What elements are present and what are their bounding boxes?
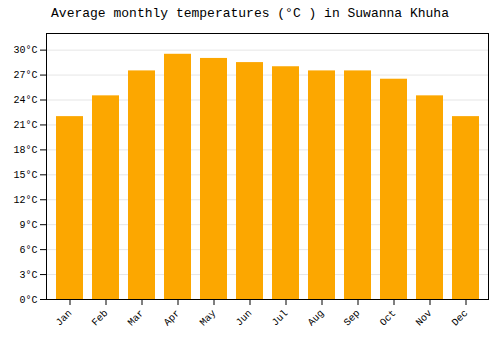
svg-text:30°C: 30°C [13, 45, 37, 56]
svg-text:Apr: Apr [162, 308, 183, 329]
svg-text:15°C: 15°C [13, 170, 37, 181]
svg-text:May: May [198, 308, 219, 329]
svg-text:6°C: 6°C [19, 245, 37, 256]
svg-text:Aug: Aug [306, 308, 327, 329]
svg-text:Mar: Mar [126, 308, 147, 329]
svg-text:Nov: Nov [414, 308, 435, 329]
svg-text:9°C: 9°C [19, 220, 37, 231]
svg-text:12°C: 12°C [13, 195, 37, 206]
svg-text:3°C: 3°C [19, 270, 37, 281]
svg-text:21°C: 21°C [13, 120, 37, 131]
svg-text:Oct: Oct [378, 308, 399, 329]
svg-text:Dec: Dec [450, 308, 471, 329]
svg-text:0°C: 0°C [19, 295, 37, 306]
svg-text:18°C: 18°C [13, 145, 37, 156]
svg-text:Jul: Jul [270, 308, 291, 329]
svg-text:Jun: Jun [234, 308, 255, 329]
svg-text:Feb: Feb [90, 308, 111, 329]
svg-text:Sep: Sep [342, 308, 363, 329]
svg-text:24°C: 24°C [13, 95, 37, 106]
svg-text:27°C: 27°C [13, 70, 37, 81]
svg-text:Jan: Jan [54, 308, 75, 329]
html-text:Average monthly temperatures (: Average monthly temperatures (°C ) in Su… [51, 6, 449, 21]
